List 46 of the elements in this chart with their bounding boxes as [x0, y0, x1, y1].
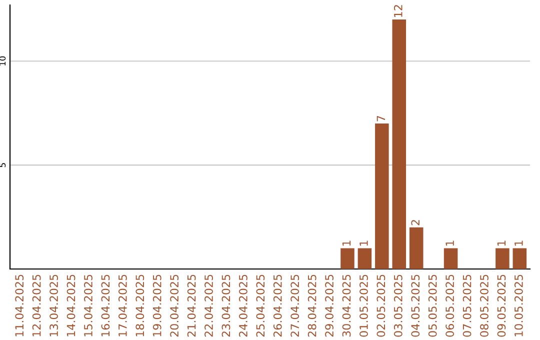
x-tick-label: 06.05.2025	[446, 274, 454, 337]
x-tick-label: 26.04.2025	[273, 274, 282, 337]
x-tick-label: 09.05.2025	[497, 274, 506, 337]
x-tick-label: 18.04.2025	[136, 274, 144, 336]
x-tick-label: 03.05.2025	[394, 274, 402, 337]
data-label: 1	[514, 240, 523, 246]
x-tick-label: 19.04.2025	[152, 274, 162, 336]
x-tick-label: 21.04.2025	[187, 274, 196, 337]
data-label: 12	[394, 5, 402, 17]
x-tick-label: 01.05.2025	[360, 274, 368, 337]
data-label: 1	[360, 240, 368, 246]
x-tick-label: 25.04.2025	[256, 274, 265, 337]
bar	[358, 248, 372, 269]
x-tick-label: 30.04.2025	[342, 274, 351, 337]
data-label: 7	[376, 116, 385, 122]
x-tick-label: 15.04.2025	[84, 274, 92, 336]
x-tick-label: 07.05.2025	[462, 274, 472, 337]
data-label: 1	[497, 240, 506, 246]
bar	[409, 227, 424, 269]
x-tick-label: 27.04.2025	[290, 274, 300, 337]
bar	[392, 20, 406, 269]
bar	[444, 248, 458, 269]
x-tick-label: 14.04.2025	[66, 274, 76, 336]
x-tick-label: 20.04.2025	[170, 274, 179, 337]
bar	[512, 248, 527, 269]
data-label: 1	[446, 240, 454, 246]
x-tick-label: 17.04.2025	[118, 274, 127, 336]
x-tick-label: 23.04.2025	[222, 274, 230, 337]
x-tick-label: 13.04.2025	[50, 274, 58, 336]
x-tick-label: 08.05.2025	[480, 274, 488, 337]
x-tick-label: 16.04.2025	[101, 274, 110, 336]
bar	[496, 248, 510, 269]
x-tick-label: 04.05.2025	[411, 274, 420, 337]
x-tick-label: 22.04.2025	[204, 274, 213, 337]
x-tick-label: 05.05.2025	[428, 274, 437, 337]
data-label: 2	[411, 220, 420, 226]
bar	[340, 248, 354, 269]
x-tick-label: 24.04.2025	[238, 274, 248, 337]
x-tick-label: 12.04.2025	[32, 274, 41, 336]
x-tick-label: 02.05.2025	[376, 274, 386, 337]
data-label: 1	[342, 240, 351, 246]
bar	[375, 123, 389, 269]
x-tick-label: 28.04.2025	[308, 274, 316, 337]
x-tick-label: 29.04.2025	[325, 274, 334, 337]
x-tick-label: 11.04.2025	[15, 274, 24, 336]
x-tick-label: 10.05.2025	[514, 274, 523, 336]
